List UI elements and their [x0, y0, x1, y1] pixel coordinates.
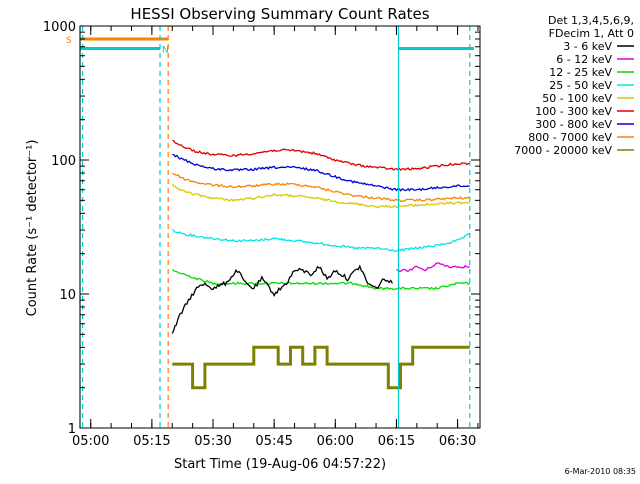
x-axis-label: Start Time (19-Aug-06 04:57:22) [174, 457, 386, 472]
series-line-6-12-kev [396, 262, 471, 273]
y-tick-label: 1000 [43, 20, 76, 35]
chart-title: HESSI Observing Summary Count Rates [130, 5, 429, 23]
series-line-100-300-kev [172, 139, 470, 171]
series-line-300-800-kev [172, 153, 470, 192]
flag-label-s: S [66, 36, 72, 46]
x-tick-label: 05:00 [72, 434, 109, 449]
series-line-800-7000-kev [172, 172, 471, 202]
y-tick-label: 100 [51, 154, 76, 169]
y-axis-label: Count Rate (s⁻¹ detector⁻¹) [25, 140, 40, 317]
legend-label-800-7000-kev: 800 - 7000 keV [528, 131, 612, 144]
series-line-50-100-kev [171, 183, 470, 209]
legend-label-25-50-kev: 25 - 50 keV [549, 79, 612, 92]
y-tick-label: 1 [68, 422, 76, 437]
legend-label-50-100-kev: 50 - 100 keV [542, 92, 612, 105]
x-tick-label: 05:30 [194, 434, 231, 449]
x-tick-label: 06:30 [439, 434, 476, 449]
flag-label-n: N [162, 45, 169, 55]
legend-label-7000-20000-kev: 7000 - 20000 keV [514, 144, 612, 157]
legend-label-100-300-kev: 100 - 300 keV [535, 105, 612, 118]
x-tick-label: 05:15 [133, 434, 170, 449]
legend-label-3-6-kev: 3 - 6 keV [563, 40, 612, 53]
legend-label-6-12-kev: 6 - 12 keV [556, 53, 612, 66]
x-tick-label: 06:00 [317, 434, 354, 449]
plot-frame [79, 25, 481, 429]
series-line-25-50-kev [171, 229, 470, 253]
x-tick-label: 06:15 [378, 434, 415, 449]
legend-header-line: FDecim 1, Att 0 [549, 27, 634, 40]
time-marker-layer: SN [66, 26, 474, 428]
x-tick-label: 05:45 [255, 434, 292, 449]
legend-label-300-800-kev: 300 - 800 keV [535, 118, 612, 131]
legend: Det 1,3,4,5,6,9,FDecim 1, Att 03 - 6 keV… [514, 14, 634, 157]
axis-layer: 1 10 100 1000 05:00 05:15 05:30 05:45 06:00 06:15… [43, 20, 481, 449]
series-line-7000-20000-kev [172, 345, 470, 390]
series-layer [171, 139, 471, 390]
legend-header-line: Det 1,3,4,5,6,9, [548, 14, 634, 27]
y-tick-label: 10 [59, 288, 76, 303]
legend-label-12-25-kev: 12 - 25 keV [549, 66, 612, 79]
series-line-3-6-kev [171, 264, 393, 334]
footer-timestamp: 6-Mar-2010 08:35 [565, 467, 636, 476]
